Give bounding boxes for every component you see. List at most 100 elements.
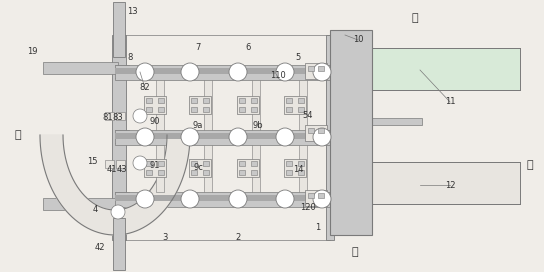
- Bar: [203, 161, 209, 166]
- Bar: [105, 112, 114, 120]
- Circle shape: [229, 190, 247, 208]
- Text: 83: 83: [113, 113, 123, 122]
- Circle shape: [229, 63, 247, 81]
- Text: 81: 81: [103, 113, 113, 122]
- Bar: [113, 218, 125, 270]
- Bar: [204, 80, 212, 130]
- Bar: [191, 98, 197, 103]
- Text: 91: 91: [150, 160, 160, 169]
- Bar: [116, 112, 125, 120]
- Bar: [298, 107, 304, 112]
- Bar: [191, 170, 197, 175]
- Bar: [308, 66, 314, 71]
- Text: 后: 后: [412, 13, 418, 23]
- Text: 15: 15: [86, 157, 97, 166]
- Text: 82: 82: [140, 84, 150, 92]
- Bar: [158, 107, 164, 112]
- Bar: [252, 145, 260, 192]
- Text: 前: 前: [351, 247, 358, 257]
- Bar: [144, 96, 166, 114]
- Bar: [308, 128, 314, 133]
- Text: 右: 右: [527, 160, 533, 170]
- Bar: [115, 68, 330, 74]
- Text: 6: 6: [245, 44, 251, 52]
- Text: 42: 42: [95, 243, 105, 252]
- Text: 90: 90: [150, 118, 160, 126]
- Bar: [305, 190, 327, 206]
- Text: 43: 43: [116, 165, 127, 175]
- Bar: [43, 62, 118, 74]
- Circle shape: [313, 190, 331, 208]
- Bar: [115, 133, 330, 139]
- Bar: [286, 107, 292, 112]
- Circle shape: [276, 128, 294, 146]
- Bar: [239, 170, 245, 175]
- Polygon shape: [40, 135, 190, 235]
- Bar: [203, 98, 209, 103]
- Bar: [204, 145, 212, 192]
- Bar: [112, 35, 126, 240]
- Bar: [299, 145, 307, 192]
- Circle shape: [133, 109, 147, 123]
- Bar: [158, 170, 164, 175]
- Bar: [203, 170, 209, 175]
- Text: 8: 8: [127, 54, 133, 63]
- Bar: [191, 107, 197, 112]
- Bar: [305, 63, 327, 79]
- Bar: [156, 145, 164, 192]
- Bar: [298, 161, 304, 166]
- Bar: [146, 98, 152, 103]
- Bar: [113, 2, 125, 57]
- Text: 9c: 9c: [193, 163, 203, 172]
- Text: 19: 19: [27, 48, 37, 57]
- Circle shape: [133, 156, 147, 170]
- Bar: [318, 128, 324, 133]
- Bar: [251, 161, 257, 166]
- Circle shape: [181, 190, 199, 208]
- Bar: [372, 48, 520, 90]
- Bar: [115, 65, 330, 80]
- Bar: [286, 170, 292, 175]
- Bar: [189, 96, 211, 114]
- Text: 12: 12: [445, 181, 455, 190]
- Text: 10: 10: [353, 36, 363, 45]
- Circle shape: [136, 128, 154, 146]
- Bar: [158, 161, 164, 166]
- Text: 110: 110: [270, 70, 286, 79]
- Bar: [298, 170, 304, 175]
- Bar: [115, 130, 330, 145]
- Text: 9a: 9a: [193, 120, 203, 129]
- Bar: [251, 98, 257, 103]
- Text: 54: 54: [303, 110, 313, 119]
- Bar: [105, 160, 114, 168]
- Bar: [146, 170, 152, 175]
- Text: 1: 1: [316, 224, 320, 233]
- Text: 3: 3: [162, 233, 168, 243]
- Text: 9b: 9b: [252, 120, 263, 129]
- Bar: [156, 80, 164, 130]
- Circle shape: [181, 63, 199, 81]
- Bar: [299, 80, 307, 130]
- Bar: [326, 35, 334, 240]
- Bar: [318, 66, 324, 71]
- Bar: [146, 107, 152, 112]
- Bar: [191, 161, 197, 166]
- Bar: [239, 161, 245, 166]
- Bar: [239, 98, 245, 103]
- Bar: [298, 98, 304, 103]
- Bar: [284, 96, 306, 114]
- Circle shape: [136, 190, 154, 208]
- Circle shape: [111, 205, 125, 219]
- Bar: [284, 159, 306, 177]
- Text: 左: 左: [15, 130, 21, 140]
- Circle shape: [313, 63, 331, 81]
- Bar: [115, 195, 330, 201]
- Bar: [144, 159, 166, 177]
- Text: 120: 120: [300, 203, 316, 212]
- Bar: [203, 107, 209, 112]
- Bar: [318, 193, 324, 198]
- Bar: [286, 98, 292, 103]
- Bar: [308, 193, 314, 198]
- Bar: [158, 98, 164, 103]
- Text: 41: 41: [107, 165, 118, 175]
